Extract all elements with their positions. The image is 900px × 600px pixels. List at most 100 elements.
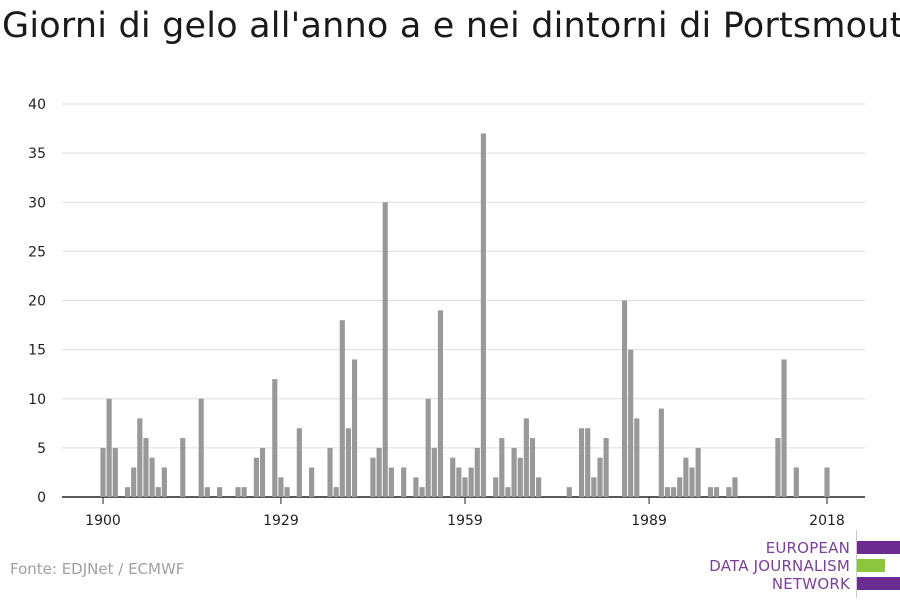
bar: [468, 467, 474, 497]
bar: [628, 349, 634, 497]
y-tick-label: 35: [28, 146, 46, 162]
y-axis-ticks: 0 5 10 15 20 25 30 35 40: [28, 97, 46, 506]
bar: [431, 447, 437, 497]
bar: [536, 477, 542, 497]
bar: [664, 487, 671, 497]
bar: [124, 487, 131, 497]
bar: [689, 467, 695, 497]
y-tick-label: 0: [37, 490, 46, 506]
bar: [370, 457, 376, 497]
y-tick-label: 25: [28, 244, 46, 260]
bar: [781, 359, 787, 497]
bar: [597, 457, 603, 497]
bar: [450, 457, 456, 497]
bar: [309, 467, 315, 497]
y-tick-label: 15: [28, 343, 46, 359]
bar: [253, 457, 259, 497]
bar: [529, 438, 536, 497]
bar: [235, 487, 241, 497]
bar: [259, 447, 266, 497]
bar: [621, 300, 628, 497]
x-tick-label: 1929: [263, 513, 299, 529]
bar: [376, 447, 382, 497]
gridlines: [62, 103, 865, 498]
bar: [726, 487, 732, 497]
bar: [634, 418, 640, 497]
bar: [603, 438, 609, 497]
bar: [793, 467, 799, 497]
logo-line-data-journalism: DATA JOURNALISM: [709, 557, 850, 575]
bar: [413, 477, 419, 497]
bar: [517, 457, 523, 497]
bar: [437, 310, 444, 497]
bar: [566, 487, 572, 497]
logo-line-network: NETWORK: [771, 575, 850, 593]
bar: [284, 487, 290, 497]
bar: [707, 487, 714, 497]
bar: [327, 447, 333, 497]
bar: [505, 487, 511, 497]
x-tick-label: 1959: [447, 513, 483, 529]
bar: [345, 428, 352, 497]
bar: [480, 133, 486, 497]
bar: [775, 438, 781, 497]
bar: [296, 428, 302, 497]
bar: [585, 428, 591, 497]
x-tick-label: 1989: [631, 513, 667, 529]
logo-divider: [856, 530, 857, 598]
bar: [732, 477, 738, 497]
bar: [824, 467, 830, 497]
logo-bar-purple-bottom: [857, 577, 900, 590]
y-tick-label: 40: [28, 97, 46, 113]
bar: [591, 477, 597, 497]
bar: [462, 477, 468, 497]
x-tick-label: 1900: [85, 513, 121, 529]
bar: [493, 477, 499, 497]
bar: [578, 428, 585, 497]
y-tick-label: 20: [28, 294, 46, 310]
bar: [511, 447, 517, 497]
bar: [671, 487, 677, 497]
bar: [155, 487, 161, 497]
bar: [112, 447, 118, 497]
bar: [100, 447, 106, 497]
x-tick-label: 2018: [809, 513, 845, 529]
bar: [161, 467, 167, 497]
bar: [419, 487, 425, 497]
bars: [100, 133, 830, 497]
bar: [333, 487, 339, 497]
bar: [425, 398, 431, 497]
bar: [677, 477, 683, 497]
bar: [523, 418, 529, 497]
bar: [339, 320, 345, 497]
logo-line-european: EUROPEAN: [765, 539, 850, 557]
bar: [474, 447, 480, 497]
logo-bar-green: [857, 559, 885, 572]
bar: [149, 457, 155, 497]
bar: [713, 487, 720, 497]
y-tick-label: 10: [28, 392, 46, 408]
source-note: Fonte: EDJNet / ECMWF: [10, 560, 185, 578]
bar: [456, 467, 462, 497]
bar: [278, 477, 284, 497]
bar: [204, 487, 210, 497]
chart-title: Giorni di gelo all'anno a e nei dintorni…: [2, 6, 900, 46]
bar: [658, 408, 664, 497]
bar: [499, 438, 505, 497]
edjnet-logo: EUROPEAN DATA JOURNALISM NETWORK: [700, 530, 900, 598]
bar: [198, 398, 204, 497]
x-axis-ticks: 1900 1929 1959 1989 2018: [85, 497, 845, 529]
bar: [683, 457, 689, 497]
y-tick-label: 5: [37, 441, 46, 457]
bar: [388, 467, 394, 497]
bar: [241, 487, 247, 497]
bar: [351, 359, 358, 497]
bar: [180, 438, 186, 497]
bar: [143, 438, 149, 497]
bar: [695, 447, 701, 497]
bar: [272, 379, 278, 497]
bar: [382, 202, 388, 497]
bar: [131, 467, 137, 497]
bar: [106, 398, 112, 497]
